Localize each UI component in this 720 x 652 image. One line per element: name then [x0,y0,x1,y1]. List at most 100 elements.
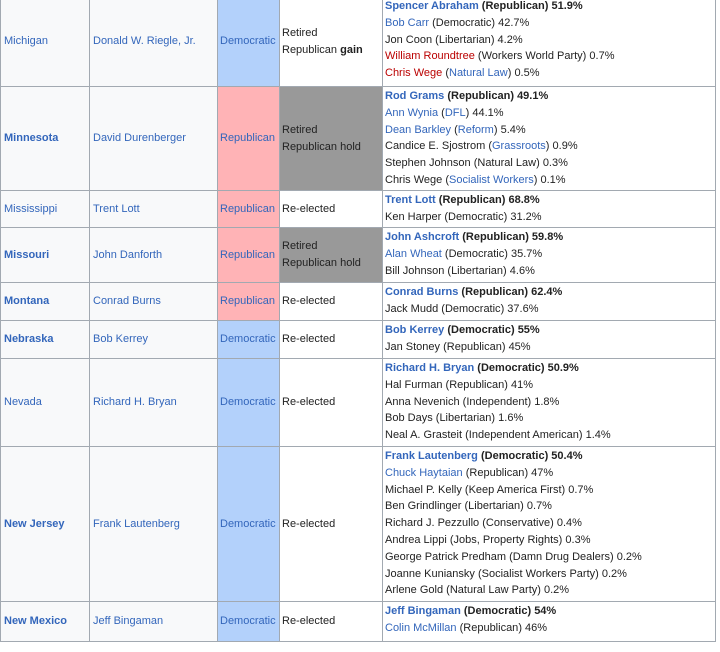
candidate-name-link[interactable]: Jeff Bingaman [385,605,461,617]
party-link[interactable]: Republican [220,248,276,261]
candidate-party: Republican [446,340,502,353]
candidate-percent: 31.2% [510,210,542,223]
table-row: New Jersey Frank Lautenberg Democratic Re-e… [0,446,716,602]
candidate-party: Republican [449,378,505,391]
candidate-party: Libertarian [468,500,521,513]
candidate-party: Keep America First [468,483,562,496]
state-link[interactable]: New Mexico [4,615,67,628]
candidates-cell: Richard H. Bryan (Democratic) 50.9% Hal F… [382,358,716,447]
results-table-body: Michigan Donald W. Riegle, Jr. Democratic R… [0,0,716,642]
incumbent-link[interactable]: Donald W. Riegle, Jr. [93,35,196,48]
candidate-party: Independent American [468,429,579,442]
candidate-name: Jon Coon [385,33,433,46]
candidate-party: Democratic [484,450,545,462]
party-link[interactable]: Democratic [220,396,276,409]
state-link[interactable]: Minnesota [4,132,59,145]
state-link[interactable]: New Jersey [4,517,65,530]
candidate-party-wrap: (Republican) 62.4% [458,286,563,298]
candidate-name-link[interactable]: Frank Lautenberg [385,450,478,462]
candidate-party-wrap: (Jobs, Property Rights) 0.3% [446,533,591,546]
candidate-name-link[interactable]: Spencer Abraham [385,0,479,12]
candidate-percent: 0.7% [589,50,615,63]
party-link[interactable]: Republican [220,295,276,308]
result-text: Republican hold [282,140,361,153]
incumbent-link[interactable]: John Danforth [93,248,163,261]
result-cell: Retired Republican hold [279,227,383,283]
candidate-name-link[interactable]: Bob Kerrey [385,324,445,336]
party-link[interactable]: Democratic [220,35,276,48]
table-row: Nebraska Bob Kerrey Democratic Re-elected Bo… [0,320,716,359]
candidate-party: Democratic [451,324,511,336]
candidate-name-link[interactable]: Richard H. Bryan [385,362,475,374]
candidate-percent: 62.4% [531,286,563,298]
state-link[interactable]: Montana [4,295,50,308]
result-line: Re-elected [282,613,380,630]
candidate-name-redlink[interactable]: Chris Wege [385,67,443,80]
candidate-line: Trent Lott (Republican) 68.8% [385,192,713,209]
candidate-name-link[interactable]: Bob Carr [385,16,430,29]
incumbent-link[interactable]: Jeff Bingaman [93,615,164,628]
candidate-name-link[interactable]: Colin McMillan [385,621,457,634]
candidate-name-link[interactable]: Conrad Burns [385,286,459,298]
candidate-party-link[interactable]: Natural Law [449,67,508,80]
candidate-name-link[interactable]: Dean Barkley [385,123,452,136]
result-line: Re-elected [282,331,380,348]
incumbent-link[interactable]: Richard H. Bryan [93,396,177,409]
candidate-name: Bill Johnson [385,264,445,277]
candidate-name-link[interactable]: Chuck Haytaian [385,466,463,479]
candidate-name-link[interactable]: Alan Wheat [385,247,442,260]
candidate-percent: 59.8% [531,231,564,243]
state-link[interactable]: Nebraska [4,333,54,346]
candidate-percent: 0.4% [556,517,582,530]
incumbent-link[interactable]: Trent Lott [93,202,140,215]
party-link[interactable]: Democratic [220,333,276,346]
candidate-line: Bill Johnson (Libertarian) 4.6% [385,263,713,280]
candidate-party-link[interactable]: DFL [444,106,466,119]
party-cell: Democratic [217,358,280,447]
candidate-party-link[interactable]: Reform [457,123,494,136]
candidate-party-link[interactable]: Grassroots [492,140,546,153]
candidate-party: Independent [466,395,528,408]
incumbent-link[interactable]: Conrad Burns [93,295,161,308]
candidate-line: Spencer Abraham (Republican) 51.9% [385,0,713,15]
candidates-cell: Conrad Burns (Republican) 62.4% Jack Mudd… [382,282,716,321]
result-line: Retired [282,25,380,42]
candidate-line: George Patrick Predham (Damn Drug Dealer… [385,549,713,566]
candidate-line: John Ashcroft (Republican) 59.8% [385,229,713,246]
party-link[interactable]: Republican [220,202,276,215]
state-link[interactable]: Michigan [4,35,49,48]
candidate-line: Frank Lautenberg (Democratic) 50.4% [385,448,713,465]
state-link[interactable]: Nevada [4,396,42,409]
party-link[interactable]: Democratic [220,615,276,628]
party-link[interactable]: Republican [220,132,276,145]
party-link[interactable]: Democratic [220,517,276,530]
candidate-party-wrap: (Republican) 49.1% [444,90,549,102]
party-cell: Democratic [217,320,280,359]
candidate-party-wrap: (Independent American) 1.4% [462,429,611,442]
candidate-party-wrap: (Democratic) 50.9% [474,362,579,374]
candidate-name-link[interactable]: John Ashcroft [385,231,460,243]
candidate-line: Chuck Haytaian (Republican) 47% [385,465,713,482]
incumbent-link[interactable]: Bob Kerrey [93,333,149,346]
candidate-name-link[interactable]: Trent Lott [385,194,436,206]
incumbent-cell: Conrad Burns [89,282,218,321]
result-line: Re-elected [282,516,380,533]
candidate-party-link[interactable]: Socialist Workers [449,173,534,186]
candidate-percent: 49.1% [517,90,549,102]
incumbent-link[interactable]: Frank Lautenberg [93,517,180,530]
candidate-percent: 1.6% [498,412,524,425]
candidate-party-wrap: (Democratic) 37.6% [438,302,539,315]
candidate-name-link[interactable]: Ann Wynia [385,106,439,119]
incumbent-link[interactable]: David Durenberger [93,132,186,145]
state-link[interactable]: Missouri [4,248,50,261]
candidate-name-link[interactable]: Rod Grams [385,90,445,102]
candidate-line: Bob Carr (Democratic) 42.7% [385,15,713,32]
candidate-party: Jobs, Property Rights [453,533,559,546]
candidate-party: Republican [465,286,525,298]
state-link[interactable]: Mississippi [4,202,58,215]
candidates-cell: Spencer Abraham (Republican) 51.9% Bob Ca… [382,0,716,87]
candidate-party: Republican [451,90,511,102]
candidate-party-wrap: (Libertarian) 4.2% [432,33,523,46]
candidate-party-wrap: (Republican) 41% [442,378,534,391]
candidate-name-redlink[interactable]: William Roundtree [385,50,475,63]
